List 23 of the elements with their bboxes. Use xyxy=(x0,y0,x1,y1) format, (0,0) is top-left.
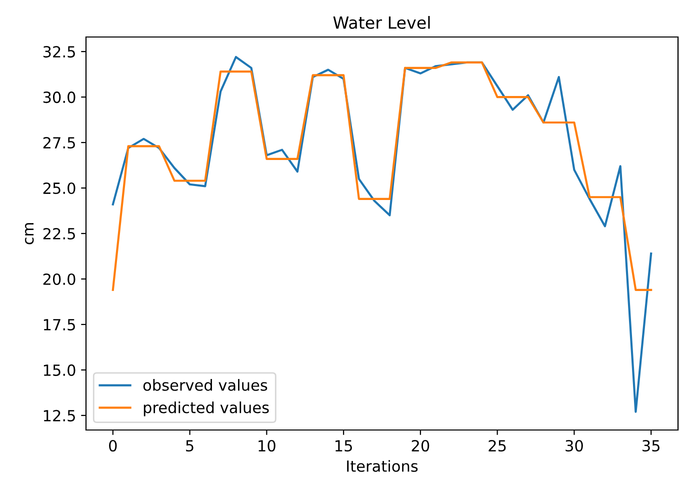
chart-title: Water Level xyxy=(333,16,430,29)
legend-label: predicted values xyxy=(144,401,269,416)
x-tick-label: 15 xyxy=(336,440,352,452)
y-tick-label: 17.5 xyxy=(44,319,75,330)
x-axis-title: Iterations xyxy=(347,460,418,472)
line-series xyxy=(112,61,652,291)
y-axis-title: cm xyxy=(24,223,34,244)
x-tick-label: 0 xyxy=(109,440,117,452)
x-tick-label: 25 xyxy=(488,440,506,452)
y-tick-label: 25.0 xyxy=(43,182,76,194)
x-tick-label: 5 xyxy=(186,440,194,452)
y-tick-label: 22.5 xyxy=(43,228,75,240)
y-tick-label: 15.0 xyxy=(44,364,76,376)
y-tick-label: 27.5 xyxy=(43,136,75,149)
y-tick-label: 32.5 xyxy=(43,46,75,58)
y-tick-label: 12.5 xyxy=(44,410,75,422)
y-tick-label: 30.0 xyxy=(43,92,76,104)
x-tick-label: 35 xyxy=(642,440,660,452)
y-tick-label: 20.0 xyxy=(43,273,76,286)
legend-label: observed values xyxy=(143,379,268,391)
x-tick-label: 10 xyxy=(258,440,276,452)
x-tick-label: 20 xyxy=(412,440,430,452)
x-tick-label: 30 xyxy=(566,440,583,452)
